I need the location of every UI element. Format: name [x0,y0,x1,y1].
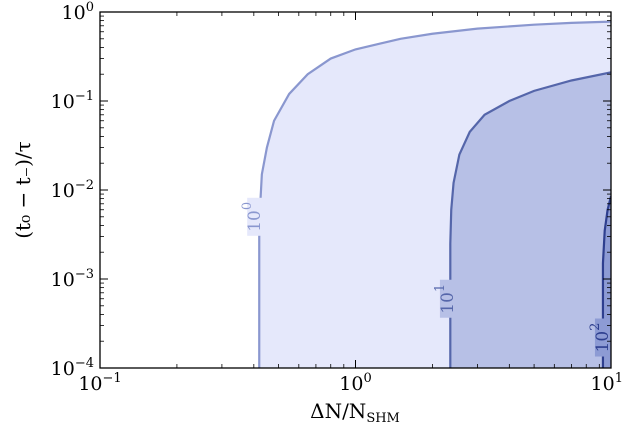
x-axis-title: ΔN/NSHM [310,399,400,426]
y-tick-label: 10−3 [51,267,94,291]
y-tick-label: 100 [62,0,94,24]
plot-frame [99,11,612,369]
contour-label-level-0: 100 [240,202,266,232]
x-tick-label: 100 [339,371,371,395]
x-tick-label: 101 [591,371,623,395]
contour-fills [259,21,611,368]
y-tick-label: 10−2 [51,178,94,202]
contour-label-level-2: 102 [587,323,613,353]
y-tick-label: 10−4 [51,356,94,380]
contour-fill-level-1 [450,72,611,368]
y-axis-title: (t₀ − t₋)/τ [11,141,35,239]
y-tick-label: 10−1 [51,89,94,113]
x-tick-label: 10−1 [78,371,121,395]
contour-label-gap-2 [594,318,611,357]
contour-labels: 100 101 102 [240,197,613,357]
contour-label-level-1: 101 [432,284,458,314]
contour-label-gap-1 [439,279,456,318]
contour-line-level-2 [601,196,611,368]
contour-line-level-1 [449,71,611,368]
contour-label-gap-0 [247,197,264,236]
